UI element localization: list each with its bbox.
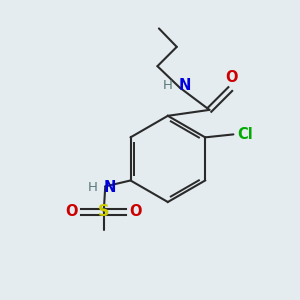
Text: N: N bbox=[104, 180, 116, 195]
Text: N: N bbox=[178, 78, 190, 93]
Text: H: H bbox=[88, 182, 98, 194]
Text: O: O bbox=[65, 204, 78, 219]
Text: Cl: Cl bbox=[237, 127, 253, 142]
Text: O: O bbox=[130, 204, 142, 219]
Text: H: H bbox=[162, 79, 172, 92]
Text: S: S bbox=[98, 204, 110, 219]
Text: O: O bbox=[226, 70, 238, 85]
